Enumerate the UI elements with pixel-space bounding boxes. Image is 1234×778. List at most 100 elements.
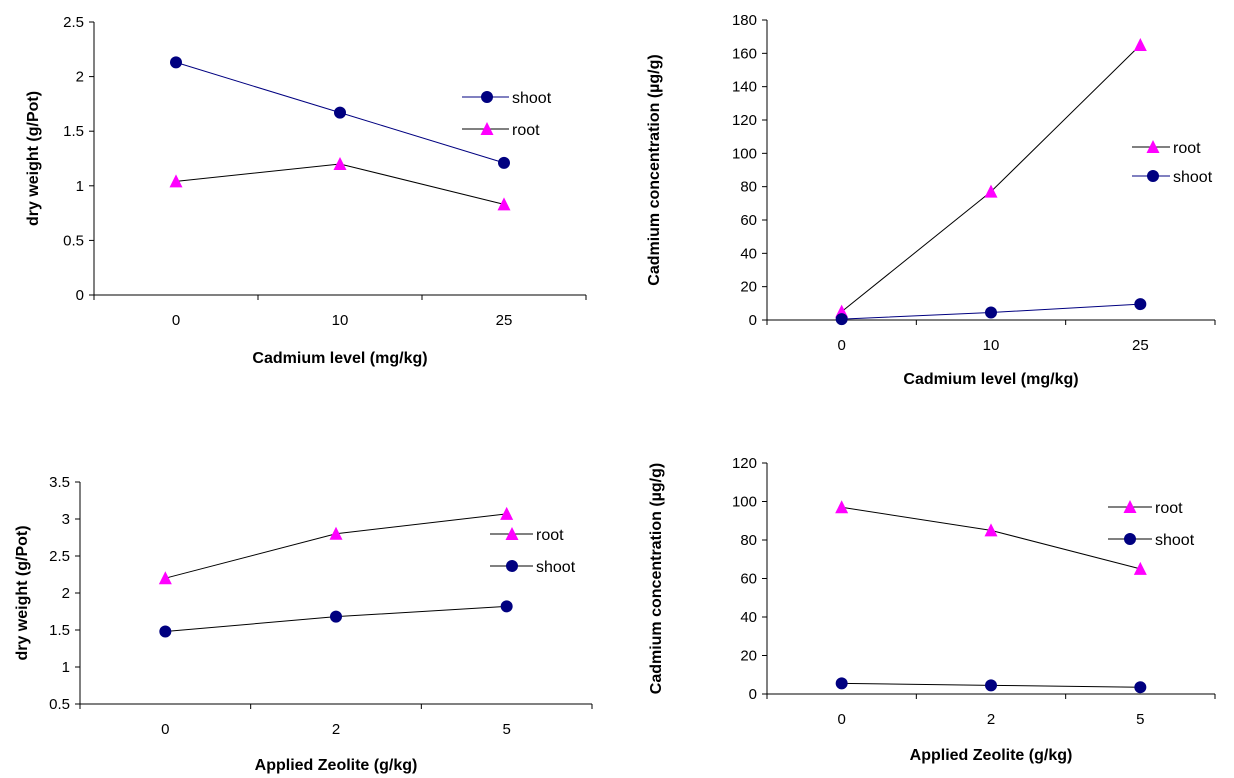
data-point-root <box>984 184 998 198</box>
y-tick-label: 80 <box>740 532 757 549</box>
x-axis-title: Applied Zeolite (g/kg) <box>255 757 418 774</box>
y-tick-label: 0 <box>749 312 757 329</box>
data-point-root <box>984 523 998 537</box>
y-tick-label: 2.5 <box>49 548 70 565</box>
data-point-root <box>158 571 172 585</box>
y-tick-label: 160 <box>732 45 757 62</box>
legend-marker-root <box>1123 500 1137 513</box>
y-axis-title: dry weight (g/Pot) <box>14 525 31 660</box>
y-tick-label: 0 <box>749 686 757 703</box>
legend-marker-shoot <box>1124 533 1136 545</box>
data-point-shoot <box>170 56 182 69</box>
data-point-shoot <box>985 679 997 692</box>
data-point-shoot <box>500 600 513 613</box>
y-tick-label: 60 <box>740 212 757 229</box>
x-axis-title: Cadmium level (mg/kg) <box>252 350 427 367</box>
data-point-root <box>835 500 849 514</box>
y-tick-label: 2 <box>62 585 70 602</box>
legend-label-root: root <box>536 527 564 544</box>
data-point-shoot <box>835 677 848 690</box>
legend: root shoot <box>490 527 576 576</box>
data-point-shoot <box>159 625 172 638</box>
legend-label-root: root <box>512 122 540 139</box>
y-tick-label: 1.5 <box>49 622 70 639</box>
legend-marker-shoot <box>481 91 493 103</box>
y-tick-label: 80 <box>740 179 757 196</box>
x-tick-label: 0 <box>837 711 845 728</box>
chart-3: 0.5 1 1.5 2 2.5 3 3.5 0 2 5 Applied Zeolite (g/kg)… <box>14 474 593 774</box>
x-axis-title: Cadmium level (mg/kg) <box>903 371 1078 388</box>
data-point-root <box>333 156 347 170</box>
y-tick-label: 20 <box>740 279 757 296</box>
y-tick-label: 120 <box>732 112 757 129</box>
x-tick-label: 25 <box>496 312 513 329</box>
chart-1: 0 0.5 1 1.5 2 2.5 0 10 25 Cadmium level (mg/kg) dr… <box>25 14 587 367</box>
data-point-root <box>1133 561 1147 575</box>
y-tick-label: 1 <box>76 178 84 195</box>
legend-label-shoot: shoot <box>1155 532 1195 549</box>
data-point-root <box>169 174 183 188</box>
series-line-root <box>175 163 505 205</box>
data-point-shoot <box>1134 298 1147 311</box>
y-tick-label: 20 <box>740 648 757 665</box>
x-tick-label: 2 <box>987 711 995 728</box>
x-tick-label: 0 <box>837 337 845 354</box>
y-tick-label: 40 <box>740 245 757 262</box>
y-tick-label: 3.5 <box>49 474 70 491</box>
y-tick-label: 0.5 <box>63 232 84 249</box>
data-point-shoot <box>334 106 346 119</box>
data-point-shoot <box>330 610 342 623</box>
data-point-shoot <box>1134 681 1147 694</box>
legend: root shoot <box>1132 140 1213 186</box>
legend-label-root: root <box>1155 500 1183 517</box>
y-tick-label: 140 <box>732 79 757 96</box>
y-axis-title: dry weight (g/Pot) <box>25 91 42 226</box>
y-tick-label: 100 <box>732 145 757 162</box>
x-tick-label: 10 <box>332 312 349 329</box>
y-tick-label: 0 <box>76 287 84 304</box>
data-point-root <box>497 197 511 211</box>
series-line-root <box>841 506 1141 570</box>
x-tick-label: 5 <box>502 721 510 738</box>
data-point-root <box>1133 38 1147 51</box>
legend-marker-shoot <box>506 560 518 572</box>
x-tick-label: 2 <box>332 721 340 738</box>
legend-marker-root <box>1146 140 1160 153</box>
data-point-shoot <box>498 156 510 169</box>
chart-2: 0 20 40 60 80 100 120 140 160 180 0 10 25 Cadmium lev… <box>646 12 1216 388</box>
data-point-shoot <box>835 313 848 326</box>
x-axis-title: Applied Zeolite (g/kg) <box>910 747 1073 764</box>
series-line-root <box>841 44 1141 313</box>
y-tick-label: 180 <box>732 12 757 29</box>
y-tick-label: 2 <box>76 69 84 86</box>
data-point-root <box>500 506 514 520</box>
legend: root shoot <box>1108 500 1195 549</box>
legend-label-shoot: shoot <box>512 90 552 107</box>
y-tick-label: 2.5 <box>63 14 84 31</box>
legend-label-shoot: shoot <box>1173 169 1213 186</box>
legend-marker-shoot <box>1147 170 1159 182</box>
x-tick-label: 5 <box>1136 711 1144 728</box>
x-tick-label: 0 <box>161 721 169 738</box>
y-tick-label: 1.5 <box>63 123 84 140</box>
legend: shoot root <box>462 90 552 139</box>
chart-4: 0 20 40 60 80 100 120 0 2 5 Applied Zeolite (g/kg)… <box>648 455 1216 764</box>
y-tick-label: 3 <box>62 511 70 528</box>
legend-label-root: root <box>1173 140 1201 157</box>
y-tick-label: 40 <box>740 609 757 626</box>
legend-marker-root <box>505 527 519 540</box>
y-tick-label: 60 <box>740 571 757 588</box>
y-tick-label: 120 <box>732 455 757 472</box>
data-point-shoot <box>985 306 997 319</box>
x-tick-label: 25 <box>1132 337 1149 354</box>
legend-marker-root <box>480 122 494 135</box>
x-tick-label: 0 <box>172 312 180 329</box>
y-tick-label: 0.5 <box>49 696 70 713</box>
series-line-root <box>165 513 507 579</box>
y-tick-label: 100 <box>732 494 757 511</box>
x-tick-label: 10 <box>983 337 1000 354</box>
y-axis-title: Cadmium concentration (µg/g) <box>648 463 665 694</box>
data-point-root <box>329 526 343 540</box>
y-tick-label: 1 <box>62 659 70 676</box>
